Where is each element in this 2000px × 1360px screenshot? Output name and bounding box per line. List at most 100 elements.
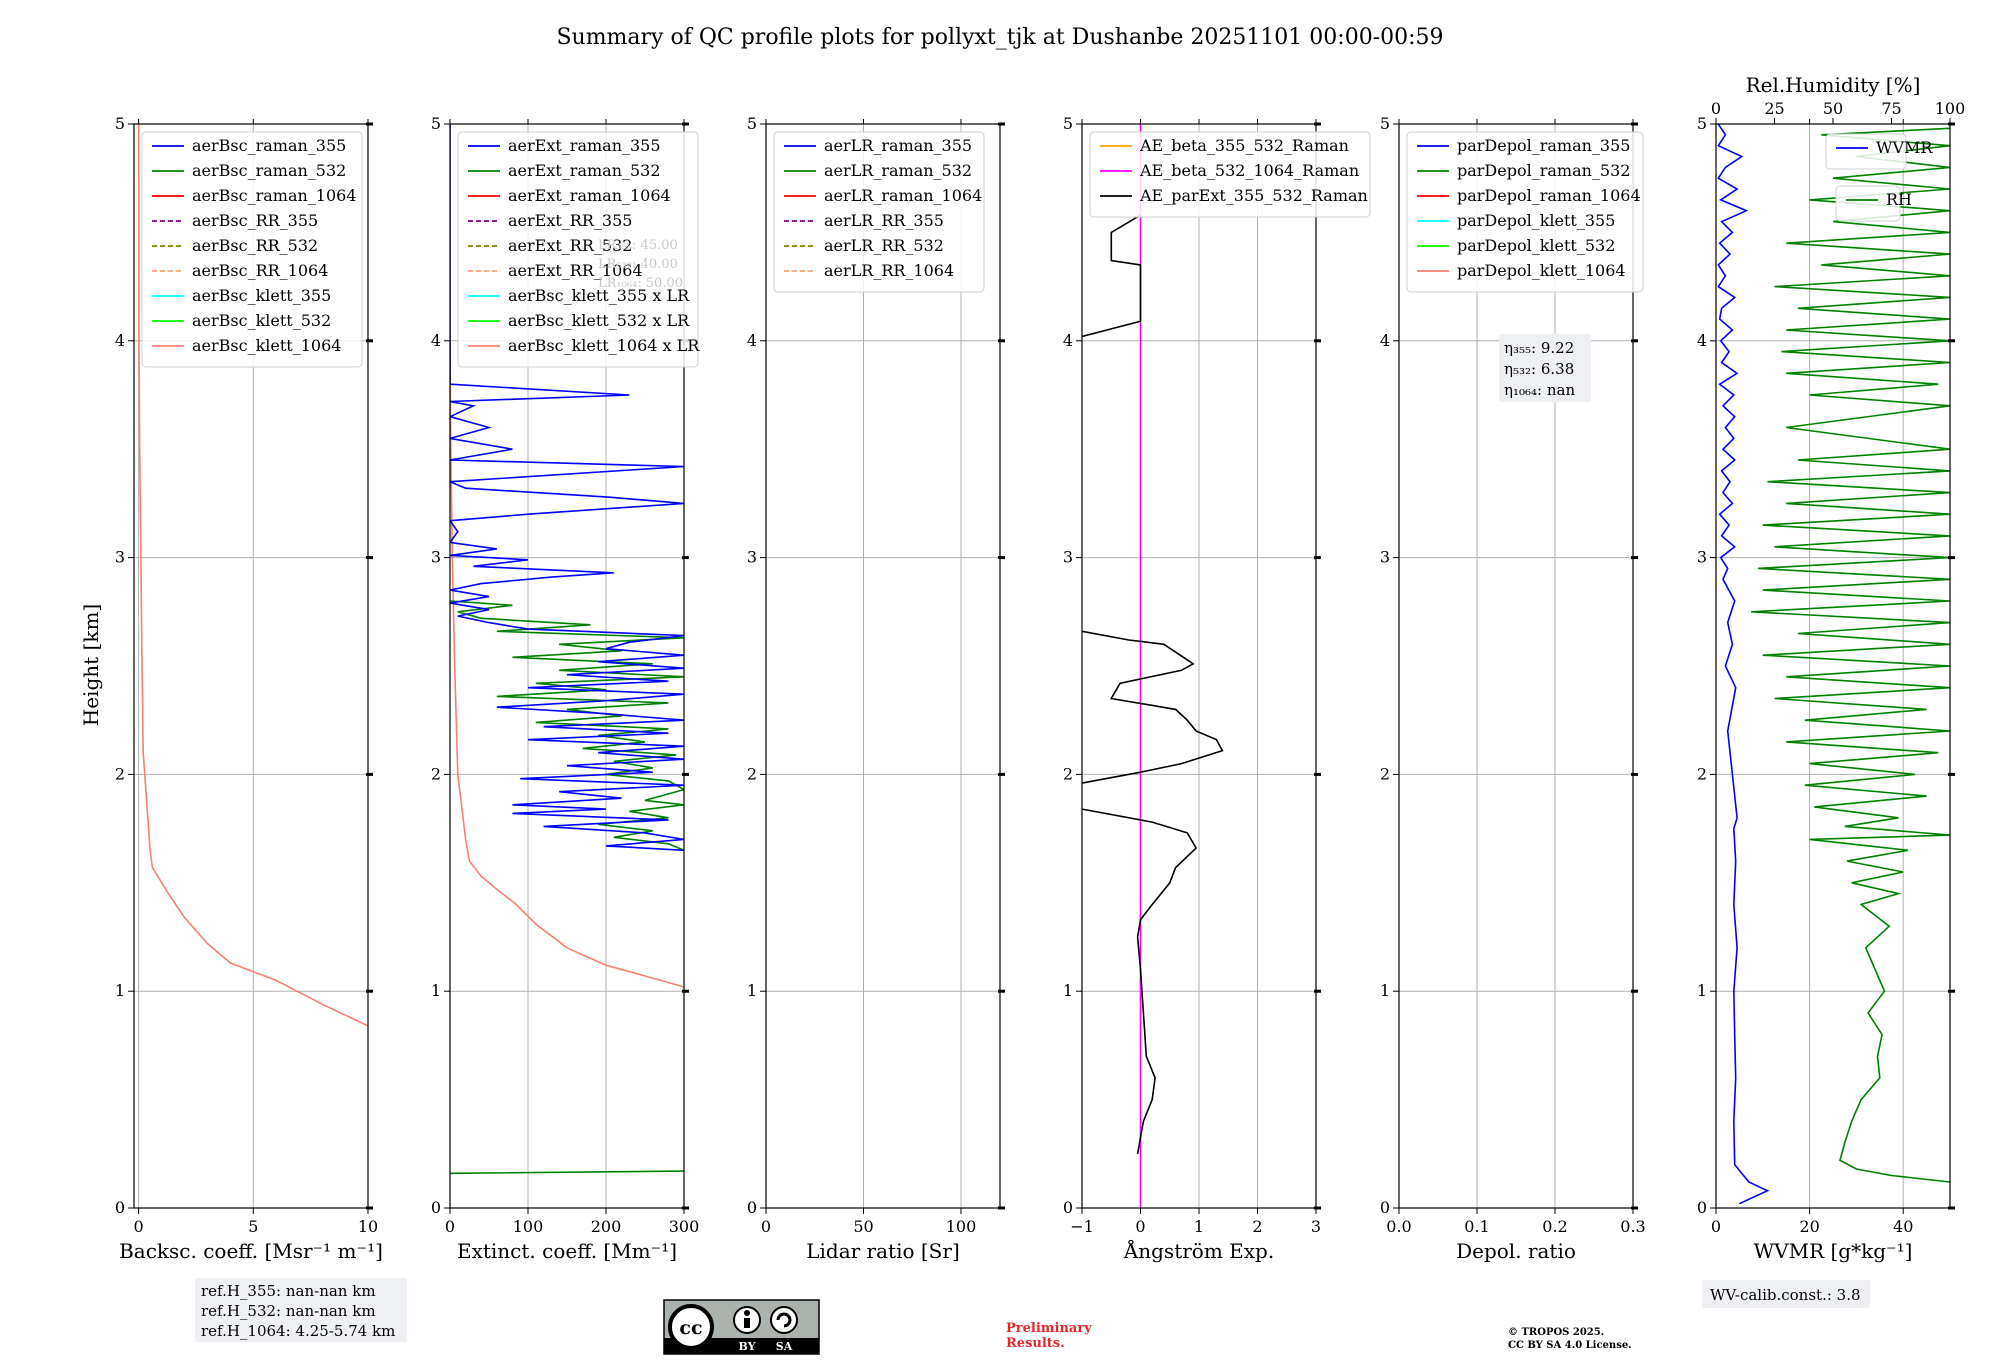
legend-label: parDepol_klett_1064 (1457, 261, 1626, 280)
series-group (137, 124, 368, 1027)
y-tick-label: 3 (1063, 548, 1073, 567)
series-line-aerBsc_klett_1064 x LR (450, 340, 684, 988)
series-line-AE_parExt_355_532_Raman (1082, 214, 1224, 1154)
legend-label: aerBsc_klett_355 (192, 286, 331, 305)
legend: parDepol_raman_355 parDepol_raman_532 parD… (1406, 131, 1644, 293)
y-tick-label: 4 (747, 331, 757, 350)
legend-label: aerExt_raman_1064 (508, 186, 671, 205)
y-tick-label: 5 (747, 114, 757, 133)
wv-calib-text: WV-calib.const.: 3.8 (1710, 1286, 1861, 1304)
x-axis-label: Backsc. coeff. [Msr⁻¹ m⁻¹] (119, 1239, 383, 1263)
by-person-body-icon (744, 1318, 750, 1328)
legend-label: aerBsc_klett_355 x LR (508, 286, 690, 305)
legend-frame (1406, 131, 1644, 293)
top-x-axis-label: Rel.Humidity [%] (1746, 73, 1921, 97)
eta-text: η₁₀₆₄: nan (1504, 381, 1575, 399)
legend-label: aerExt_RR_355 (508, 211, 632, 230)
cc-logo-text: cc (679, 1317, 702, 1339)
legend-label: AE_parExt_355_532_Raman (1139, 186, 1368, 205)
legend-label: aerLR_RR_355 (824, 211, 944, 230)
x-tick-label: 2 (1252, 1217, 1262, 1236)
eta-text: η₅₃₂: 6.38 (1504, 360, 1574, 378)
legend-label: aerLR_raman_1064 (824, 186, 982, 205)
x-tick-label: 3 (1311, 1217, 1321, 1236)
y-tick-label: 5 (1063, 114, 1073, 133)
axes-frame (765, 123, 1001, 1209)
series-line-aerExt_raman_532 (450, 600, 684, 1175)
y-tick-label: 3 (747, 548, 757, 567)
legend-frame (1825, 133, 1907, 170)
legend-label: aerBsc_raman_355 (192, 136, 346, 155)
y-tick-label: 2 (1063, 764, 1073, 783)
wv-calib-box (1702, 1280, 1870, 1308)
panel-1: 0 5 10 0 1 2 3 4 5 Backsc. coeff. [Msr⁻¹ m⁻¹] aerB… (115, 114, 383, 1263)
series-group (1717, 124, 1950, 1205)
x-tick-label: 10 (358, 1217, 378, 1236)
y-tick-label: 5 (115, 114, 125, 133)
y-tick-label: 1 (115, 981, 125, 1000)
legend-label: parDepol_raman_355 (1457, 136, 1630, 155)
x-tick-label: 40 (1893, 1217, 1913, 1236)
legend-label: aerBsc_RR_532 (192, 236, 318, 255)
legend-label: aerBsc_raman_532 (192, 161, 346, 180)
preliminary-line: Results. (1006, 1336, 1065, 1351)
y-tick-label: 2 (1697, 764, 1707, 783)
lr-text: LR₅₃₂: 40.00 (598, 257, 678, 272)
legend-label: parDepol_raman_532 (1457, 161, 1630, 180)
legend-label: parDepol_klett_532 (1457, 236, 1615, 255)
legend-label: aerExt_raman_532 (508, 161, 661, 180)
ref-height-note: ref.H_355: nan-nan km ref.H_532: nan-nan… (195, 1278, 407, 1342)
x-tick-label: 0 (761, 1217, 771, 1236)
lr-text: LR₃₅₅: 45.00 (598, 238, 678, 253)
axes-frame (449, 123, 685, 1209)
x-tick-label: 1 (1194, 1217, 1204, 1236)
legend-label: parDepol_raman_1064 (1457, 186, 1641, 205)
sa-share-icon (770, 1306, 798, 1334)
copyright-line-1: © TROPOS 2025. (1508, 1327, 1604, 1338)
legend-label: AE_beta_355_532_Raman (1139, 136, 1349, 155)
x-tick-label: 20 (1799, 1217, 1819, 1236)
x-tick-label: 0 (133, 1217, 143, 1236)
y-tick-label: 2 (115, 764, 125, 783)
legend-label: WVMR (1876, 138, 1933, 157)
y-tick-label: 1 (747, 981, 757, 1000)
legend-frame (457, 131, 699, 368)
legend-label: aerLR_RR_1064 (824, 261, 954, 280)
x-tick-label: −1 (1070, 1217, 1094, 1236)
x-tick-label: 5 (248, 1217, 258, 1236)
legend-label: aerLR_RR_532 (824, 236, 944, 255)
wv-calib-note: WV-calib.const.: 3.8 (1702, 1280, 1870, 1308)
legend-label: aerBsc_klett_1064 (192, 336, 341, 355)
x-tick-label: 0.3 (1620, 1217, 1645, 1236)
panel-2: 0 100 200 300 0 1 2 3 4 5 Extinct. coeff. [Mm⁻¹] ae… (431, 114, 700, 1263)
legend-frame (1089, 131, 1371, 218)
legend-label: aerLR_raman_355 (824, 136, 972, 155)
y-tick-label: 1 (1380, 981, 1390, 1000)
copyright-line-2: CC BY SA 4.0 License. (1508, 1340, 1632, 1351)
legend-label: aerBsc_RR_1064 (192, 261, 328, 280)
panel-3: 0 50 100 0 1 2 3 4 5 Lidar ratio [Sr] aerLR_raman_… (747, 114, 1005, 1263)
legend-label: aerBsc_klett_1064 x LR (508, 336, 700, 355)
x-tick-label: 0 (445, 1217, 455, 1236)
legend: aerExt_raman_355 aerExt_raman_532 aerExt_r… (457, 131, 700, 368)
axes-frame (1715, 123, 1951, 1209)
y-tick-label: 2 (747, 764, 757, 783)
legend-rh: RH (1835, 185, 1912, 222)
axes-frame (133, 123, 369, 1209)
x-axis-label: Lidar ratio [Sr] (806, 1239, 960, 1263)
y-tick-label: 3 (431, 548, 441, 567)
legend-label: parDepol_klett_355 (1457, 211, 1615, 230)
top-x-tick-label: 75 (1881, 99, 1901, 118)
preliminary-line: Preliminary (1006, 1321, 1092, 1336)
x-tick-label: 300 (669, 1217, 700, 1236)
series-line-WVMR (1717, 124, 1770, 1205)
y-tick-label: 4 (115, 331, 125, 350)
ref-height-355: ref.H_355: nan-nan km (201, 1282, 376, 1300)
by-person-head-icon (744, 1310, 750, 1316)
preliminary-results-label: Preliminary Results. (1006, 1321, 1092, 1351)
y-tick-label: 4 (431, 331, 441, 350)
legend-frame (773, 131, 985, 293)
copyright-note: © TROPOS 2025. CC BY SA 4.0 License. (1508, 1327, 1632, 1351)
